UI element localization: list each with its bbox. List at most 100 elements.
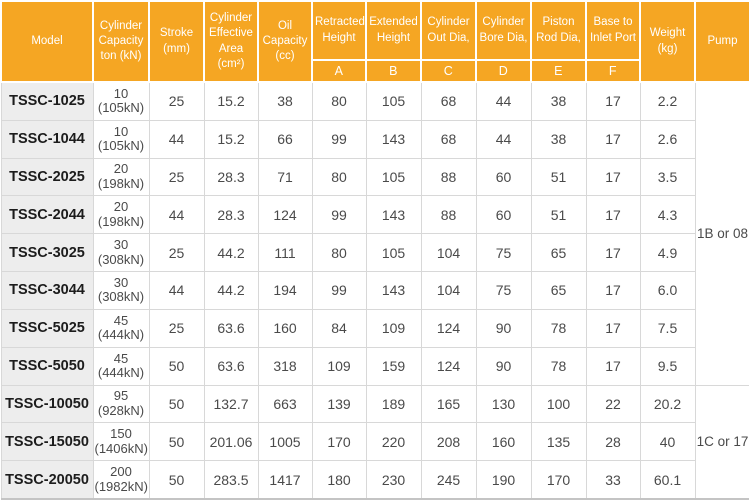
- value-cell: 60: [475, 195, 532, 235]
- col-header-extended-height: Extended Height: [365, 0, 422, 61]
- dim-letter-a: A: [311, 59, 367, 83]
- header-row-main: Model Cylinder Capacity ton (kN) Stroke …: [0, 0, 749, 83]
- value-cell: 160: [475, 422, 532, 462]
- value-cell: 143: [365, 271, 422, 310]
- value-cell: 130: [475, 384, 532, 424]
- value-cell: 44: [148, 195, 205, 235]
- value-cell: 38: [257, 81, 313, 121]
- capacity-cell: 30 (308kN): [92, 233, 150, 273]
- value-cell: 65: [530, 233, 587, 273]
- dim-letter-c: C: [420, 59, 477, 83]
- value-cell: 170: [311, 422, 367, 462]
- value-cell: 17: [585, 81, 641, 121]
- value-cell: 84: [311, 308, 367, 348]
- col-header-weight: Weight (kg): [639, 0, 696, 83]
- value-cell: 17: [585, 195, 641, 235]
- value-cell: 105: [365, 81, 422, 121]
- model-cell: TSSC-2025: [0, 157, 94, 197]
- value-cell: 4.3: [639, 195, 696, 235]
- value-cell: 44: [148, 271, 205, 310]
- value-cell: 160: [257, 308, 313, 348]
- value-cell: 139: [311, 384, 367, 424]
- value-cell: 90: [475, 346, 532, 386]
- value-cell: 63.6: [203, 346, 259, 386]
- value-cell: 17: [585, 119, 641, 159]
- value-cell: 51: [530, 157, 587, 197]
- pump-cell: 1C or 17: [694, 384, 749, 500]
- value-cell: 50: [148, 346, 205, 386]
- dim-letter-e: E: [530, 59, 587, 83]
- col-header-stroke: Stroke (mm): [148, 0, 205, 83]
- col-header-base-to-inlet-port: Base to Inlet Port: [585, 0, 641, 61]
- col-header-retracted-height: Retracted Height: [311, 0, 367, 61]
- value-cell: 143: [365, 195, 422, 235]
- value-cell: 90: [475, 308, 532, 348]
- value-cell: 99: [311, 119, 367, 159]
- value-cell: 50: [148, 384, 205, 424]
- value-cell: 60.1: [639, 460, 696, 500]
- value-cell: 25: [148, 233, 205, 273]
- value-cell: 38: [530, 119, 587, 159]
- value-cell: 220: [365, 422, 422, 462]
- value-cell: 15.2: [203, 81, 259, 121]
- col-header-model: Model: [0, 0, 94, 83]
- model-cell: TSSC-3044: [0, 271, 94, 310]
- value-cell: 283.5: [203, 460, 259, 500]
- value-cell: 17: [585, 346, 641, 386]
- value-cell: 25: [148, 157, 205, 197]
- value-cell: 66: [257, 119, 313, 159]
- capacity-cell: 20 (198kN): [92, 157, 150, 197]
- col-header-pump: Pump: [694, 0, 749, 83]
- table-row: TSSC-1044 10 (105kN) 44 15.2 66 99 143 68 44 38 17…: [0, 119, 749, 159]
- capacity-cell: 45 (444kN): [92, 308, 150, 348]
- value-cell: 4.9: [639, 233, 696, 273]
- value-cell: 75: [475, 233, 532, 273]
- model-cell: TSSC-1025: [0, 81, 94, 121]
- capacity-cell: 10 (105kN): [92, 81, 150, 121]
- value-cell: 33: [585, 460, 641, 500]
- col-header-effective-area: Cylinder Effective Area (cm²): [203, 0, 259, 83]
- value-cell: 109: [311, 346, 367, 386]
- col-header-capacity: Cylinder Capacity ton (kN): [92, 0, 150, 83]
- value-cell: 80: [311, 81, 367, 121]
- capacity-cell: 45 (444kN): [92, 346, 150, 386]
- value-cell: 194: [257, 271, 313, 310]
- value-cell: 50: [148, 460, 205, 500]
- value-cell: 17: [585, 308, 641, 348]
- value-cell: 75: [475, 271, 532, 310]
- model-cell: TSSC-5050: [0, 346, 94, 386]
- capacity-cell: 20 (198kN): [92, 195, 150, 235]
- table-row: TSSC-5025 45 (444kN) 25 63.6 160 84 109 124 90 78…: [0, 308, 749, 348]
- col-header-cylinder-out-dia: Cylinder Out Dia,: [420, 0, 477, 61]
- value-cell: 60: [475, 157, 532, 197]
- table-row: TSSC-3044 30 (308kN) 44 44.2 194 99 143 104 75 65…: [0, 271, 749, 310]
- value-cell: 170: [530, 460, 587, 500]
- table-row: TSSC-10050 95 (928kN) 50 132.7 663 139 189 165 1…: [0, 384, 749, 500]
- value-cell: 44.2: [203, 271, 259, 310]
- value-cell: 17: [585, 271, 641, 310]
- value-cell: 99: [311, 271, 367, 310]
- value-cell: 230: [365, 460, 422, 500]
- value-cell: 663: [257, 384, 313, 424]
- value-cell: 124: [420, 308, 477, 348]
- value-cell: 100: [530, 384, 587, 424]
- value-cell: 44: [148, 119, 205, 159]
- value-cell: 6.0: [639, 271, 696, 310]
- value-cell: 2.6: [639, 119, 696, 159]
- value-cell: 28.3: [203, 195, 259, 235]
- value-cell: 132.7: [203, 384, 259, 424]
- table-row: TSSC-1025 10 (105kN) 25 15.2 38 80 105 68 44 38 17…: [0, 81, 749, 386]
- value-cell: 68: [420, 119, 477, 159]
- value-cell: 78: [530, 308, 587, 348]
- col-header-cylinder-bore-dia: Cylinder Bore Dia,: [475, 0, 532, 61]
- value-cell: 50: [148, 422, 205, 462]
- table-row: TSSC-15050 150 (1406kN) 50 201.06 1005 170 220…: [0, 422, 749, 462]
- value-cell: 40: [639, 422, 696, 462]
- spec-table-body: TSSC-1025 10 (105kN) 25 15.2 38 80 105 68 44 38 17…: [0, 81, 749, 500]
- value-cell: 20.2: [639, 384, 696, 424]
- dim-letter-b: B: [365, 59, 422, 83]
- value-cell: 318: [257, 346, 313, 386]
- value-cell: 104: [420, 271, 477, 310]
- value-cell: 99: [311, 195, 367, 235]
